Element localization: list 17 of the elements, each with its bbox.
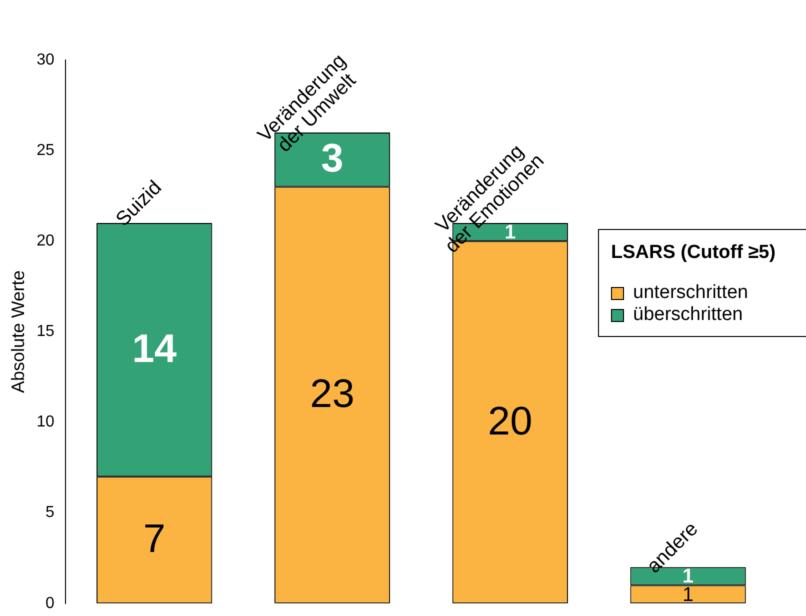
y-tick-label: 30 bbox=[36, 51, 54, 68]
data-label: 1 bbox=[682, 584, 694, 606]
y-axis-title: Absolute Werte bbox=[8, 270, 28, 394]
data-label: 7 bbox=[143, 517, 166, 562]
data-label: 3 bbox=[321, 136, 344, 181]
data-label: 23 bbox=[310, 372, 354, 416]
y-tick-label: 5 bbox=[45, 504, 54, 522]
data-label: 20 bbox=[488, 399, 532, 444]
y-tick-label: 10 bbox=[36, 414, 54, 431]
data-label: 14 bbox=[132, 326, 178, 371]
y-tick-label: 25 bbox=[36, 142, 54, 159]
y-tick-label: 15 bbox=[36, 323, 54, 340]
legend-title: LSARS (Cutoff ≥5) bbox=[611, 242, 777, 264]
legend-label: unterschritten bbox=[633, 282, 748, 304]
y-tick-label: 20 bbox=[36, 232, 54, 250]
legend-label: überschritten bbox=[633, 304, 743, 326]
y-tick-label: 0 bbox=[45, 594, 54, 612]
